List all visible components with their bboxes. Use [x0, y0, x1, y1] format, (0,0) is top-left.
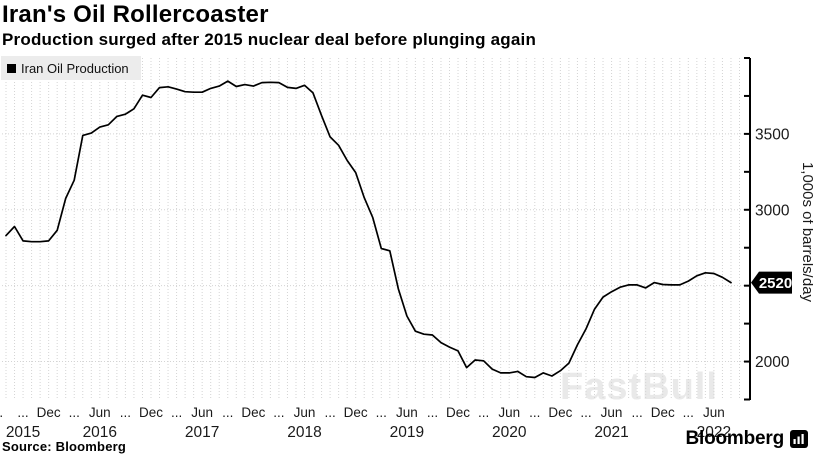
- legend: Iran Oil Production: [1, 56, 141, 80]
- x-tick-label: ...: [69, 405, 80, 420]
- x-tick-label: Jun: [396, 405, 418, 420]
- y-tick-label: 3000: [755, 202, 790, 219]
- x-tick-label: Jun: [498, 405, 520, 420]
- x-year-label: 2017: [185, 424, 219, 441]
- last-value-badge-label: 2520: [759, 275, 792, 292]
- x-tick-label: Jun: [294, 405, 316, 420]
- x-year-label: 2022: [697, 424, 731, 441]
- x-year-label: 2021: [594, 424, 628, 441]
- x-tick-label: Jun: [89, 405, 111, 420]
- production-line: [5, 80, 732, 379]
- last-value-badge: [751, 271, 792, 294]
- x-tick-label: ...: [580, 405, 591, 420]
- x-tick-label: ...: [683, 405, 694, 420]
- bloomberg-logo: Bloomberg: [686, 428, 808, 450]
- x-tick-label: Dec: [344, 405, 368, 420]
- x-tick-label: Jun: [191, 405, 213, 420]
- bloomberg-terminal-icon: [790, 430, 808, 448]
- legend-label: Iran Oil Production: [21, 60, 129, 76]
- x-tick-label: Dec: [446, 405, 470, 420]
- x-tick-label: Jun: [601, 405, 623, 420]
- x-year-label: 2019: [390, 424, 424, 441]
- x-tick-label: Dec: [548, 405, 572, 420]
- x-tick-label: ...: [632, 405, 643, 420]
- x-tick-label: Jun: [703, 405, 725, 420]
- x-tick-label: ...: [17, 405, 28, 420]
- y-tick-label: 3500: [755, 126, 790, 143]
- x-year-label: 2018: [287, 424, 321, 441]
- x-tick-label: ...: [171, 405, 182, 420]
- x-tick-label: ...: [0, 405, 3, 420]
- source-text: Source: Bloomberg: [2, 439, 127, 454]
- x-tick-label: ...: [376, 405, 387, 420]
- x-tick-label: Dec: [139, 405, 163, 420]
- y-axis-title: 1,000s of barrels/day: [799, 162, 813, 303]
- x-tick-label: ...: [478, 405, 489, 420]
- page-subtitle: Production surged after 2015 nuclear dea…: [2, 30, 537, 49]
- x-year-label: 2020: [492, 424, 527, 441]
- legend-marker-icon: [7, 63, 16, 73]
- x-tick-label: ...: [324, 405, 335, 420]
- x-year-label: 2016: [83, 424, 117, 441]
- x-year-label: 2015: [6, 424, 40, 441]
- bloomberg-wordmark: Bloomberg: [685, 428, 785, 449]
- x-tick-label: ...: [120, 405, 131, 420]
- x-tick-label: ...: [427, 405, 438, 420]
- x-tick-label: Dec: [651, 405, 675, 420]
- y-tick-label: 2000: [755, 354, 790, 371]
- page-title: Iran's Oil Rollercoaster: [2, 1, 269, 28]
- x-tick-label: Dec: [241, 405, 265, 420]
- x-tick-label: ...: [222, 405, 233, 420]
- x-tick-label: ...: [529, 405, 540, 420]
- x-tick-label: Dec: [37, 405, 61, 420]
- x-tick-label: ...: [273, 405, 284, 420]
